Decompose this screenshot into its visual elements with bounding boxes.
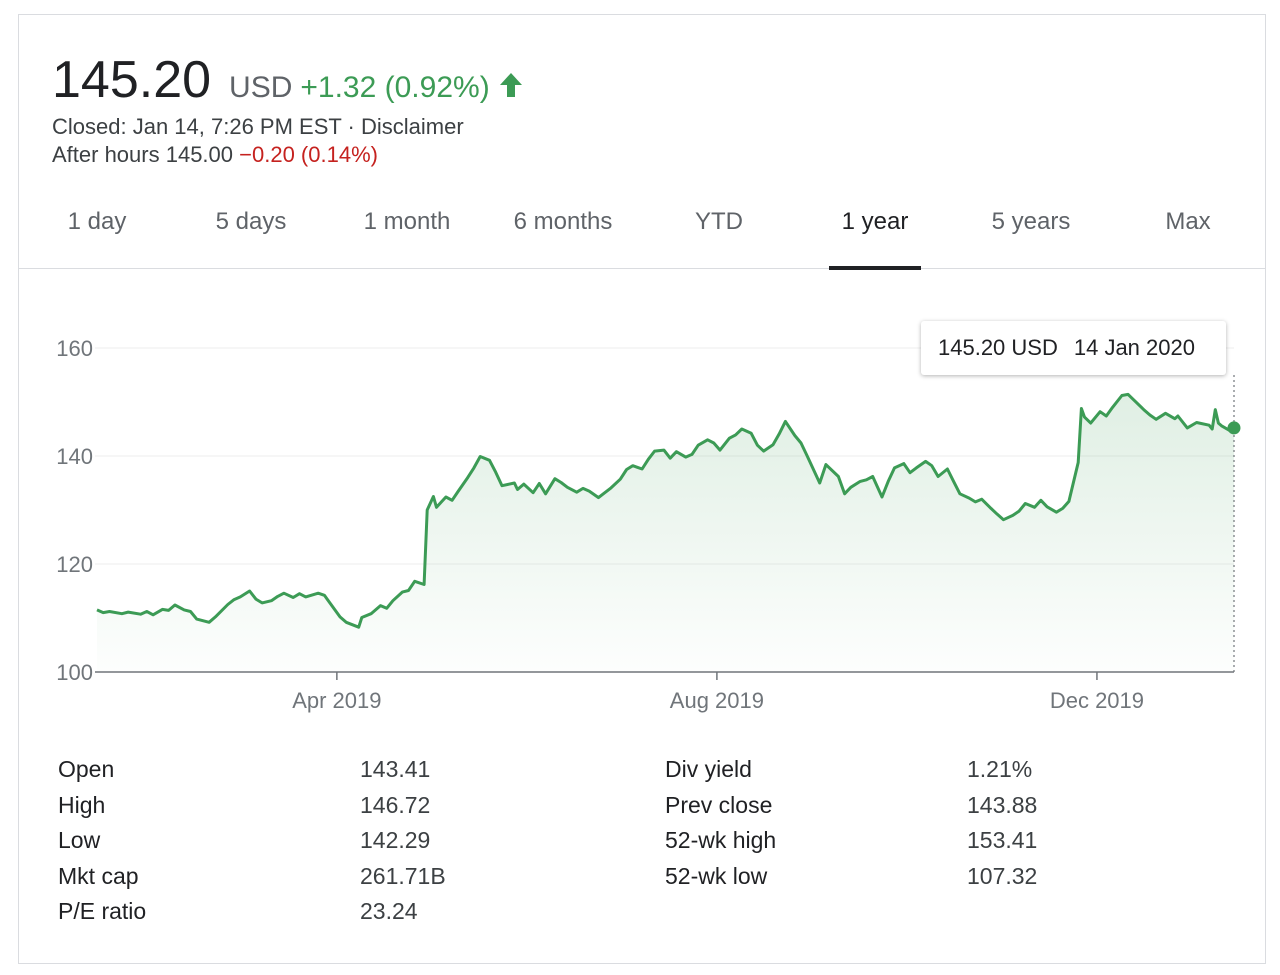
stat-label: 52-wk low xyxy=(665,862,768,889)
stat-label: Open xyxy=(58,756,115,782)
price-area xyxy=(97,394,1234,672)
tab-max[interactable]: Max xyxy=(1165,208,1211,235)
stat-label: Mkt cap xyxy=(58,862,139,889)
stat-value: 146.72 xyxy=(360,791,431,818)
currency-code: USD xyxy=(229,71,293,104)
hover-point xyxy=(1227,421,1241,435)
stat-value: 261.71B xyxy=(360,862,446,889)
stat-value: 107.32 xyxy=(967,862,1038,889)
tab-6-months[interactable]: 6 months xyxy=(513,208,613,235)
tab-1-year[interactable]: 1 year xyxy=(829,196,921,270)
stat-value: 143.41 xyxy=(360,756,431,782)
price-line xyxy=(96,392,1236,629)
tab-5-days[interactable]: 5 days xyxy=(215,208,287,235)
closed-status: Closed: Jan 14, 7:26 PM EST · Disclaimer xyxy=(52,114,464,139)
tab-1-month[interactable]: 1 month xyxy=(363,208,451,235)
tab-5-years[interactable]: 5 years xyxy=(991,208,1071,235)
after-hours-change: −0.20 (0.14%) xyxy=(239,142,378,167)
after-hours: After hours 145.00 −0.20 (0.14%) xyxy=(52,142,378,168)
stat-value: 142.29 xyxy=(360,827,431,853)
stat-label: P/E ratio xyxy=(58,898,147,924)
stat-value: 1.21% xyxy=(967,756,1033,782)
chart-tooltip: 145.20 USD 14 Jan 2020 xyxy=(921,321,1226,375)
stat-label: Low xyxy=(58,827,101,853)
y-tick-label: 140 xyxy=(56,444,93,469)
range-tabs: 1 day 5 days 1 month 6 months YTD 1 year… xyxy=(19,196,1265,270)
price-header: 145.20 USD +1.32 (0.92%) xyxy=(52,50,524,110)
stat-value: 143.88 xyxy=(967,791,1038,818)
x-tick-label: Apr 2019 xyxy=(292,688,381,713)
stat-label: Div yield xyxy=(665,756,752,782)
after-hours-label: After hours 145.00 xyxy=(52,142,234,167)
tooltip-price: 145.20 USD xyxy=(938,335,1058,360)
x-tick-label: Aug 2019 xyxy=(670,688,764,713)
quote-card xyxy=(18,14,1266,964)
current-price: 145.20 xyxy=(52,51,212,109)
stat-label: High xyxy=(58,791,106,818)
stat-value: 153.41 xyxy=(967,827,1038,853)
y-tick-label: 160 xyxy=(56,336,93,361)
arrow-up-icon xyxy=(498,71,524,99)
stat-label: Prev close xyxy=(665,791,773,818)
tab-ytd[interactable]: YTD xyxy=(695,208,743,235)
y-tick-label: 120 xyxy=(56,552,93,577)
tooltip-date: 14 Jan 2020 xyxy=(1073,335,1195,360)
stat-value: 23.24 xyxy=(360,898,418,924)
price-chart[interactable]: 100 120 140 160 Apr 2019 Aug 2019 Dec 2019 xyxy=(19,269,1259,729)
stat-label: 52-wk high xyxy=(665,827,777,853)
y-tick-label: 100 xyxy=(56,660,93,685)
x-tick-label: Dec 2019 xyxy=(1050,688,1144,713)
tab-1-day[interactable]: 1 day xyxy=(67,208,127,235)
price-change: +1.32 (0.92%) xyxy=(300,71,490,104)
